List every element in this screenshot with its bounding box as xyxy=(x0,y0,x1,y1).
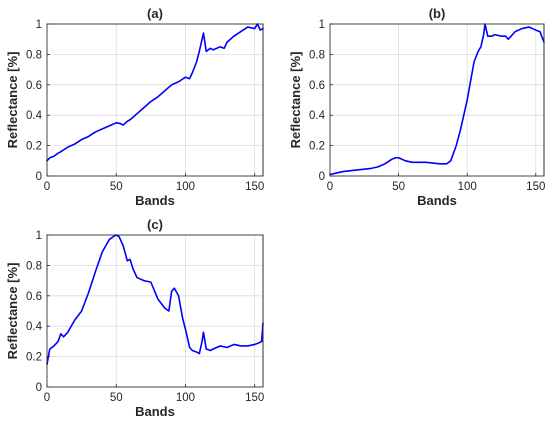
x-tick-label: 0 xyxy=(44,392,50,404)
series-line xyxy=(46,234,264,365)
y-tick-label: 0.8 xyxy=(26,49,42,61)
y-tick-label: 0.2 xyxy=(309,141,325,153)
chart-title: (a) xyxy=(147,6,163,21)
chart-b: 0 50 100 150 0 0.2 0.4 0.6 0.8 1 (b) Bands Reflectan… xyxy=(288,6,545,208)
x-axis-label: Bands xyxy=(135,193,175,208)
y-tick-label: 0.4 xyxy=(26,321,43,333)
plot-border xyxy=(46,23,264,177)
y-tick-label: 1 xyxy=(319,19,325,31)
y-axis-label: Reflectance [%] xyxy=(5,52,20,149)
y-tick-label: 0.6 xyxy=(26,291,42,303)
chart-c: 0 50 100 150 0 0.2 0.4 0.6 0.8 1 (c) Bands Reflectan… xyxy=(5,217,264,419)
y-tick-label: 0.8 xyxy=(309,49,325,61)
plot-border xyxy=(46,234,264,388)
plot-area xyxy=(46,234,264,388)
y-tick-label: 0.4 xyxy=(309,110,326,122)
y-tick-label: 1 xyxy=(36,230,42,242)
series-line xyxy=(329,23,545,176)
x-tick-label: 50 xyxy=(392,181,405,193)
x-tick-label: 150 xyxy=(245,181,264,193)
x-tick-label: 0 xyxy=(44,181,50,193)
plot-border xyxy=(329,23,545,177)
y-tick-label: 0.2 xyxy=(26,352,42,364)
plot-area xyxy=(329,23,545,177)
series-line xyxy=(46,23,264,162)
chart-title: (c) xyxy=(147,217,163,232)
y-tick-label: 0 xyxy=(36,382,42,394)
x-axis-label: Bands xyxy=(135,404,175,419)
y-tick-label: 0.6 xyxy=(309,80,325,92)
y-axis-label: Reflectance [%] xyxy=(288,52,303,149)
x-tick-label: 50 xyxy=(110,392,123,404)
x-tick-label: 100 xyxy=(176,392,195,404)
x-tick-label: 50 xyxy=(110,181,123,193)
y-tick-label: 1 xyxy=(36,19,42,31)
x-tick-label: 150 xyxy=(245,392,264,404)
x-tick-label: 100 xyxy=(458,181,477,193)
x-tick-label: 100 xyxy=(176,181,195,193)
chart-a: 0 50 100 150 0 0.2 0.4 0.6 0.8 1 (a) Bands Reflectan… xyxy=(5,6,264,208)
y-tick-label: 0 xyxy=(319,171,325,183)
x-tick-label: 0 xyxy=(327,181,333,193)
plot-area xyxy=(46,23,264,177)
x-axis-label: Bands xyxy=(417,193,457,208)
x-tick-label: 150 xyxy=(526,181,545,193)
chart-title: (b) xyxy=(429,6,446,21)
y-axis-label: Reflectance [%] xyxy=(5,263,20,360)
y-tick-label: 0 xyxy=(36,171,42,183)
y-tick-label: 0.4 xyxy=(26,110,43,122)
y-tick-label: 0.8 xyxy=(26,260,42,272)
y-tick-label: 0.6 xyxy=(26,80,42,92)
y-tick-label: 0.2 xyxy=(26,141,42,153)
